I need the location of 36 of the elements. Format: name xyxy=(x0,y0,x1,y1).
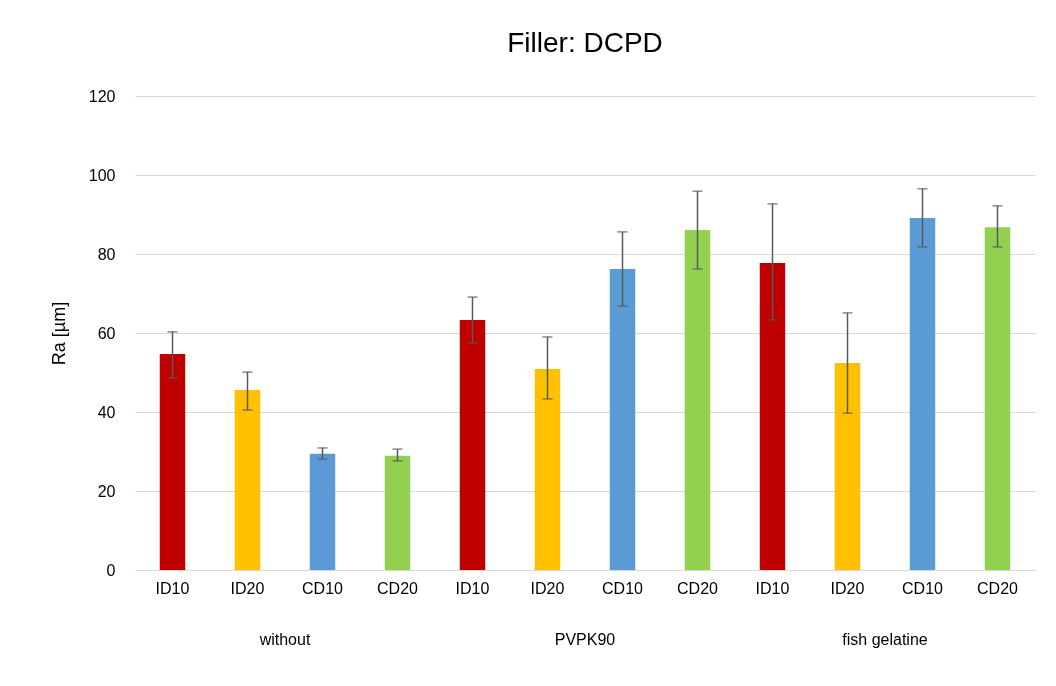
y-tick-label: 80 xyxy=(97,245,116,263)
x-tick-label: ID20 xyxy=(230,579,265,597)
chart-title: Filler: DCPD xyxy=(507,27,663,58)
text: fish gelatine xyxy=(842,631,928,648)
x-tick-label: CD20 xyxy=(377,579,419,597)
y-tick-label: 120 xyxy=(88,87,116,105)
y-tick-label: 40 xyxy=(97,403,116,421)
bar xyxy=(234,389,261,570)
bar xyxy=(759,263,786,570)
x-tick-label: CD10 xyxy=(902,579,944,597)
y-tick-label: 20 xyxy=(97,482,116,500)
bar xyxy=(684,229,711,570)
x-tick-label: ID20 xyxy=(830,579,865,597)
bar xyxy=(309,453,336,570)
x-tick-label: ID10 xyxy=(755,579,790,597)
x-tick-label: CD20 xyxy=(977,579,1019,597)
bar xyxy=(834,363,861,570)
text: PVPK90 xyxy=(554,631,616,648)
y-tick-label: 60 xyxy=(97,324,116,342)
x-tick-label: ID10 xyxy=(155,579,190,597)
x-tick-label: ID20 xyxy=(530,579,565,597)
y-tick-label: 0 xyxy=(106,561,116,579)
bar xyxy=(909,218,936,570)
bar xyxy=(159,353,186,570)
bar xyxy=(534,368,561,570)
bar xyxy=(459,319,486,570)
bar xyxy=(609,269,636,570)
x-tick-label: ID10 xyxy=(455,579,490,597)
x-tick-label: CD10 xyxy=(302,579,344,597)
y-tick-label: 100 xyxy=(88,166,116,184)
y-axis-title: Ra [µm] xyxy=(48,301,69,366)
x-tick-label: CD10 xyxy=(602,579,644,597)
text: without xyxy=(258,631,311,648)
bar xyxy=(984,227,1011,570)
bar xyxy=(384,455,411,570)
x-tick-label: CD20 xyxy=(677,579,719,597)
